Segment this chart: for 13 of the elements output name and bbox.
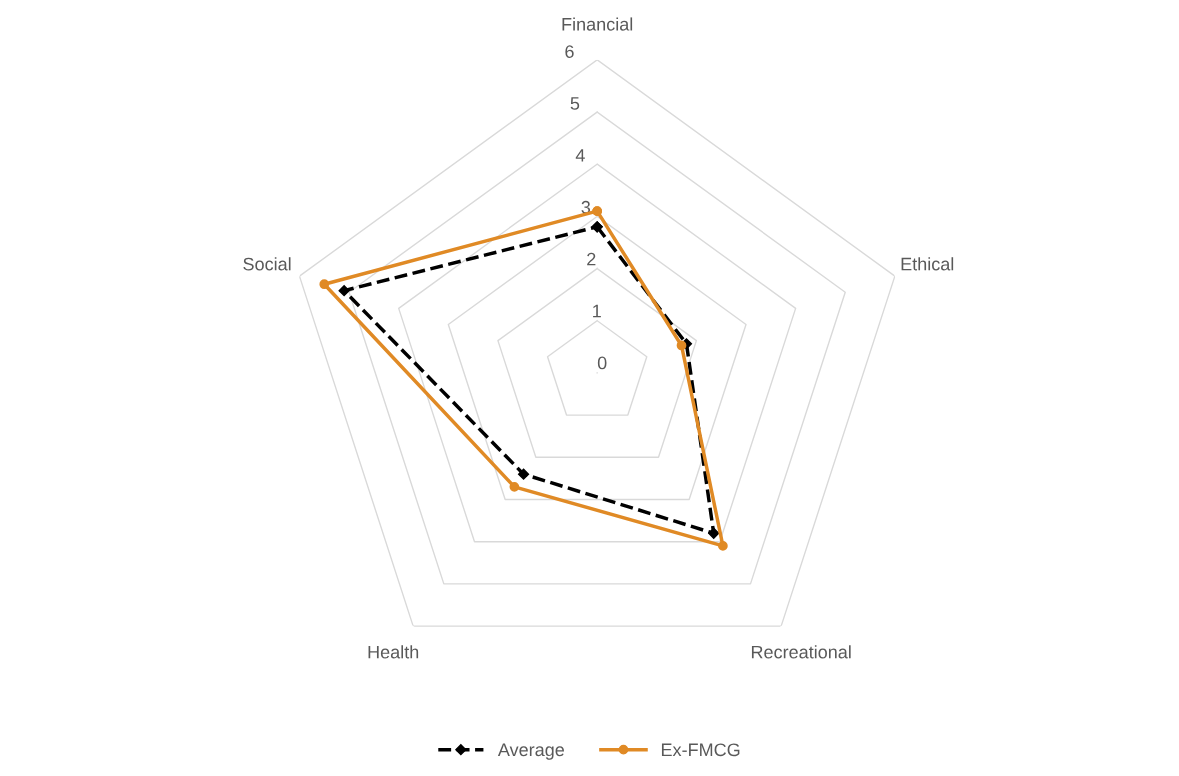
- spoke-label: Recreational: [751, 645, 851, 659]
- legend-label: Average: [497, 743, 564, 760]
- y-tick-label: 2: [587, 252, 596, 266]
- y-tick-label: 4: [575, 149, 585, 162]
- spoke-label: Social: [243, 257, 291, 271]
- legend-label: Ex-FMCG: [661, 743, 740, 757]
- y-tick-label: 6: [565, 45, 574, 58]
- spoke-label: Financial: [562, 17, 633, 31]
- y-tick-label: 5: [570, 97, 580, 110]
- y-tick-label: 0: [597, 356, 607, 370]
- y-tick-label: 1: [593, 304, 601, 318]
- spoke-label: Ethical: [901, 257, 954, 271]
- spoke-label: Health: [368, 645, 419, 659]
